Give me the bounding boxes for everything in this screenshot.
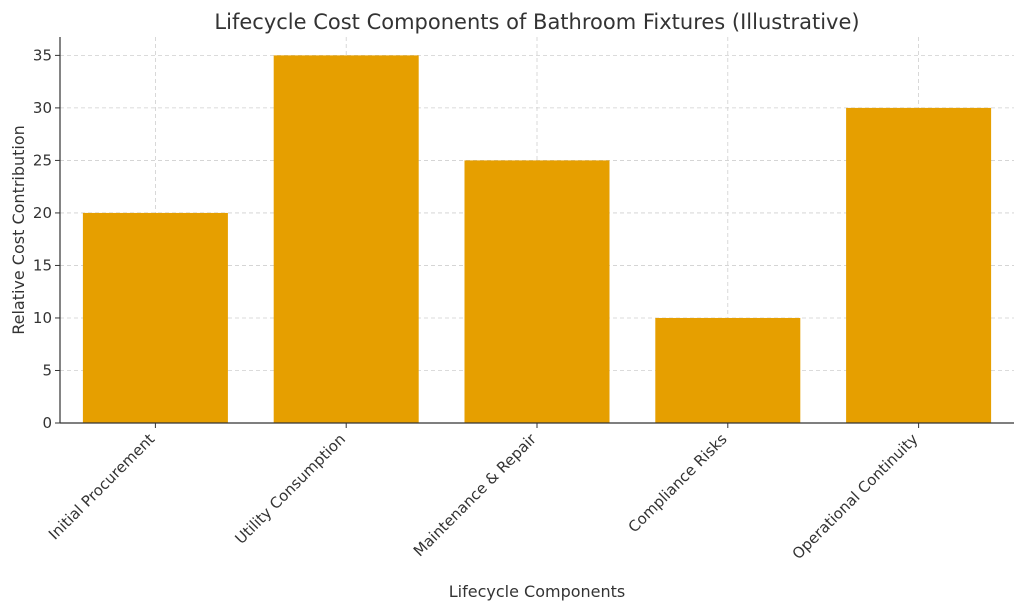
x-tick-label: Utility Consumption [231,430,349,548]
bar-layer [82,55,992,424]
y-tick-label: 30 [33,99,52,117]
y-tick-label-layer: 0 5 10 15 20 25 30 35 [33,46,52,432]
bar [464,160,610,423]
x-tick-label: Operational Continuity [789,430,922,563]
bar [273,55,419,423]
y-tick-label: 0 [42,414,52,432]
bar [82,212,228,423]
axis-layer [55,37,1014,428]
x-axis-label: Lifecycle Components [449,582,626,601]
x-tick-label-layer: Initial Procurement Utility Consumption Ma… [45,430,922,563]
x-tick-label: Compliance Risks [625,430,731,536]
x-tick-label: Maintenance & Repair [410,430,541,561]
bar [846,107,992,424]
y-axis-label: Relative Cost Contribution [9,125,28,335]
y-tick-label: 10 [33,309,52,327]
bar [655,317,801,423]
y-tick-label: 35 [33,46,52,64]
y-tick-label: 25 [33,151,52,169]
y-tick-label: 20 [33,204,52,222]
y-tick-label: 15 [33,256,52,274]
chart-title: Lifecycle Cost Components of Bathroom Fi… [214,10,859,34]
y-tick-label: 5 [42,361,52,379]
x-tick-label: Initial Procurement [45,430,158,543]
